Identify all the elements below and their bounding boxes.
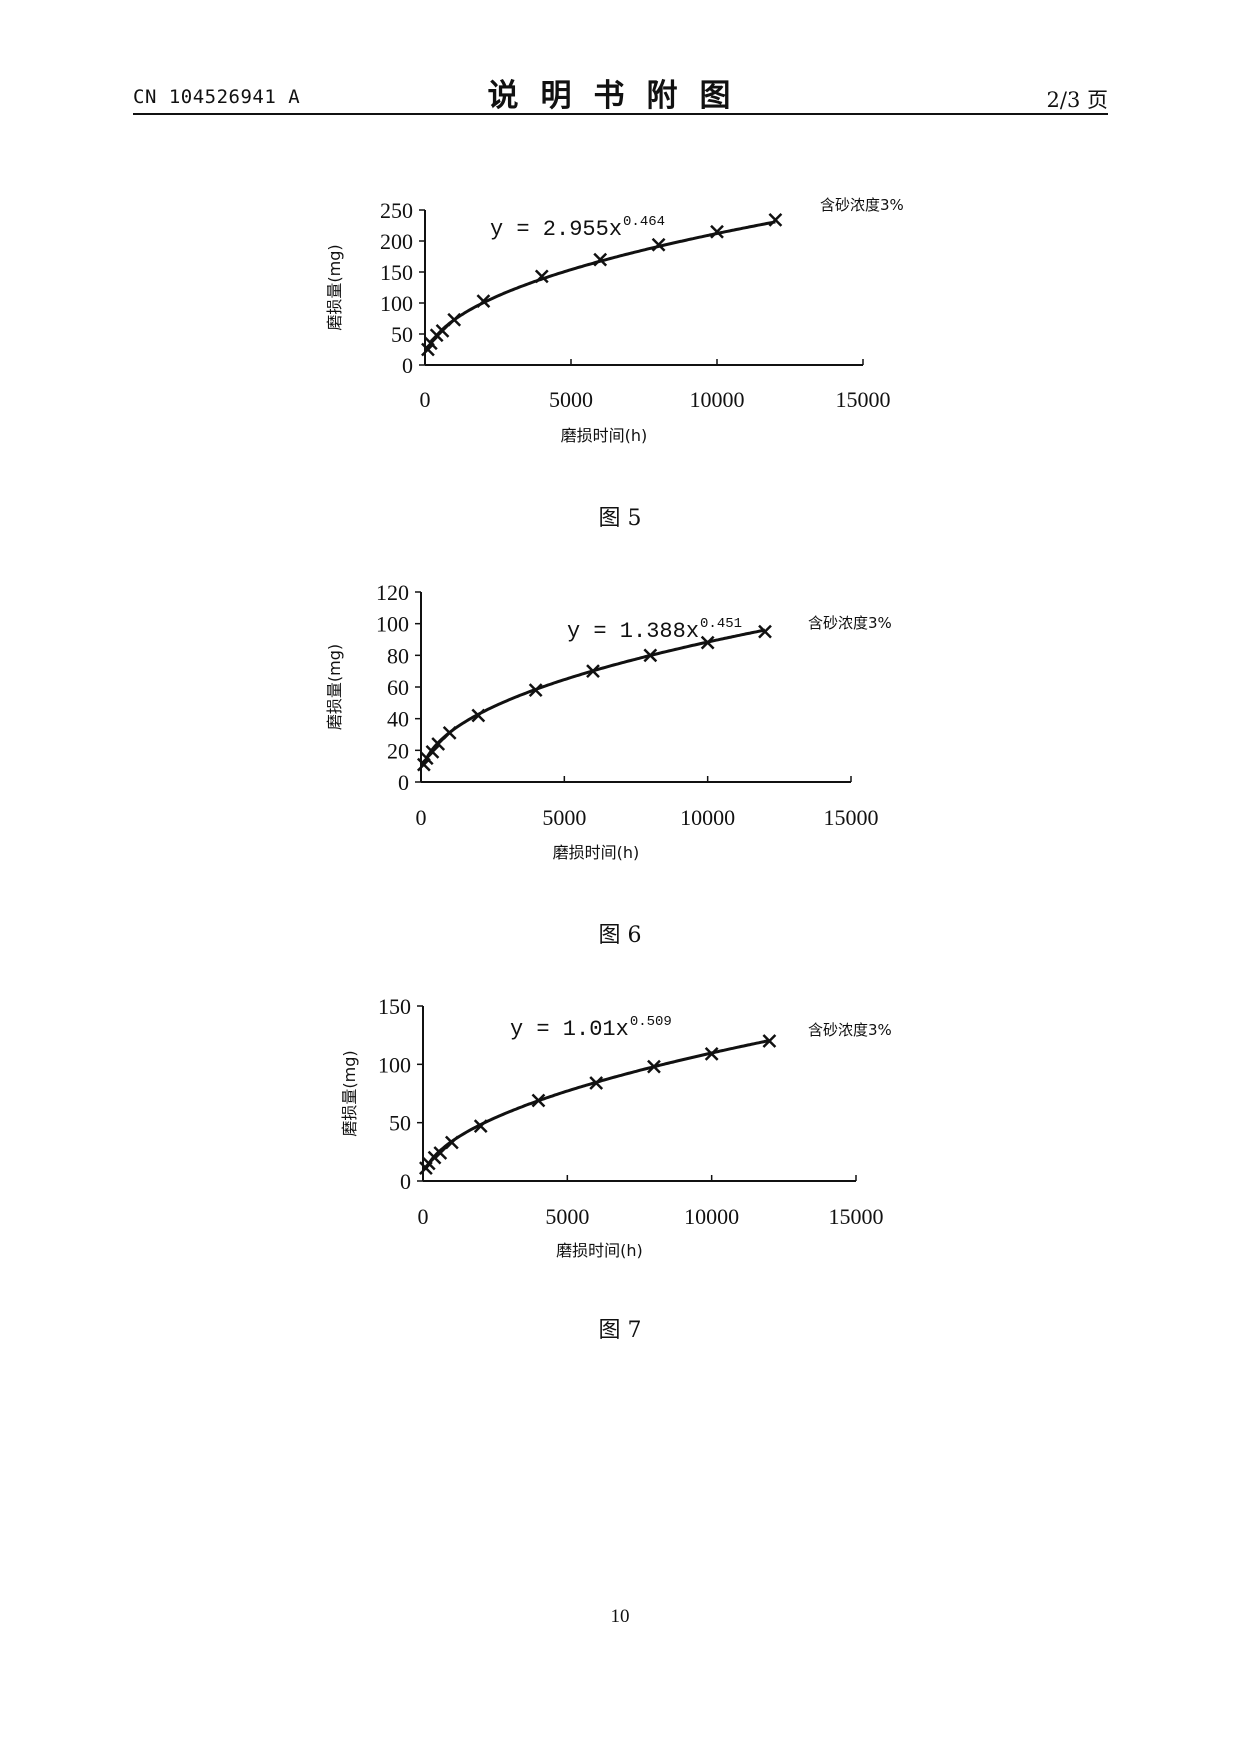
page-title: 说明书附图 bbox=[487, 78, 753, 114]
x-tick-label: 5000 bbox=[549, 387, 593, 412]
document-number: CN 104526941 A bbox=[133, 86, 301, 108]
y-tick-label: 60 bbox=[387, 675, 409, 700]
data-point-marker bbox=[471, 708, 486, 723]
data-point-marker bbox=[444, 1135, 459, 1150]
y-tick-label: 40 bbox=[387, 707, 409, 732]
figure-6-caption: 图 6 bbox=[598, 923, 642, 948]
y-tick-label: 150 bbox=[378, 994, 411, 1019]
data-point-marker bbox=[435, 324, 450, 338]
y-tick-label: 250 bbox=[380, 198, 413, 223]
y-tick-label: 150 bbox=[380, 260, 413, 285]
sand-concentration-note: 含砂浓度3% bbox=[808, 1021, 892, 1039]
y-tick-label: 0 bbox=[402, 353, 413, 378]
x-tick-label: 10000 bbox=[680, 805, 735, 830]
data-point-marker bbox=[643, 648, 658, 663]
trend-equation-exponent: 0.509 bbox=[630, 1014, 672, 1030]
trend-equation-exponent: 0.464 bbox=[623, 214, 665, 230]
trend-equation: y = 2.955x bbox=[490, 217, 622, 242]
data-point-marker bbox=[647, 1059, 661, 1074]
y-tick-label: 100 bbox=[376, 612, 409, 637]
x-tick-label: 0 bbox=[416, 805, 427, 830]
data-point-marker bbox=[700, 635, 715, 650]
data-point-marker bbox=[768, 213, 783, 227]
x-tick-label: 10000 bbox=[684, 1204, 739, 1229]
chart-figure-7: 0 50 100 150 0 5000 10000 15000 磨损时间(h) 磨损量(mg) y … bbox=[340, 994, 892, 1260]
x-tick-label: 5000 bbox=[542, 805, 586, 830]
figure-7-caption: 图 7 bbox=[598, 1318, 642, 1343]
x-axis-label: 磨损时间(h) bbox=[553, 843, 640, 862]
figure-5-caption: 图 5 bbox=[598, 506, 642, 531]
y-axis-label: 磨损量(mg) bbox=[340, 1050, 359, 1136]
trendline bbox=[424, 1039, 770, 1170]
y-tick-label: 50 bbox=[389, 1111, 411, 1136]
x-tick-label: 15000 bbox=[829, 1204, 884, 1229]
x-axis-label: 磨损时间(h) bbox=[556, 1241, 643, 1260]
data-point-marker bbox=[528, 683, 543, 698]
y-axis-label: 磨损量(mg) bbox=[325, 244, 344, 330]
y-tick-label: 100 bbox=[378, 1052, 411, 1077]
data-point-marker bbox=[473, 1119, 488, 1134]
data-point-marker bbox=[758, 624, 772, 639]
x-tick-label: 15000 bbox=[824, 805, 879, 830]
data-point-marker bbox=[442, 726, 457, 740]
y-tick-label: 80 bbox=[387, 643, 409, 668]
header-divider bbox=[133, 113, 1108, 115]
data-point-marker bbox=[447, 312, 462, 327]
y-tick-label: 100 bbox=[380, 291, 413, 316]
chart-figure-5: 0 50 100 150 200 250 0 5000 10000 15000 磨损时间(h) 磨损量… bbox=[325, 196, 904, 445]
y-tick-label: 0 bbox=[398, 770, 409, 795]
data-point-marker bbox=[710, 224, 724, 239]
data-point-marker bbox=[534, 269, 549, 284]
y-tick-label: 0 bbox=[400, 1169, 411, 1194]
y-axis-label: 磨损量(mg) bbox=[325, 644, 344, 730]
page-number: 10 bbox=[610, 1606, 630, 1627]
data-point-marker bbox=[425, 745, 440, 759]
trendline bbox=[422, 628, 766, 766]
data-point-marker bbox=[431, 737, 446, 751]
data-point-marker bbox=[589, 1076, 604, 1090]
sand-concentration-note: 含砂浓度3% bbox=[820, 196, 904, 214]
y-tick-label: 120 bbox=[376, 580, 409, 605]
chart-figure-6: 0 20 40 60 80 100 120 0 5000 10000 15000 磨损时间(h) 磨损量… bbox=[325, 580, 892, 862]
data-point-marker bbox=[433, 1146, 448, 1160]
y-tick-label: 50 bbox=[391, 322, 413, 347]
trend-equation-exponent: 0.451 bbox=[700, 616, 742, 632]
trend-equation: y = 1.01x bbox=[510, 1017, 629, 1042]
sand-concentration-note: 含砂浓度3% bbox=[808, 614, 892, 632]
x-tick-label: 0 bbox=[418, 1204, 429, 1229]
x-tick-label: 5000 bbox=[545, 1204, 589, 1229]
data-point-marker bbox=[593, 252, 608, 267]
data-point-marker bbox=[423, 336, 438, 351]
x-tick-label: 10000 bbox=[690, 387, 745, 412]
x-axis-label: 磨损时间(h) bbox=[561, 426, 648, 445]
trend-equation: y = 1.388x bbox=[567, 619, 699, 644]
data-point-marker bbox=[531, 1093, 546, 1108]
y-tick-label: 200 bbox=[380, 229, 413, 254]
data-point-marker bbox=[704, 1046, 719, 1061]
x-tick-label: 0 bbox=[420, 387, 431, 412]
x-tick-label: 15000 bbox=[836, 387, 891, 412]
y-tick-label: 20 bbox=[387, 738, 409, 763]
data-point-marker bbox=[651, 237, 666, 252]
data-point-marker bbox=[762, 1034, 777, 1048]
page-indicator: 2/3 页 bbox=[1046, 88, 1108, 112]
data-point-marker bbox=[586, 664, 600, 679]
data-point-marker bbox=[476, 294, 491, 309]
